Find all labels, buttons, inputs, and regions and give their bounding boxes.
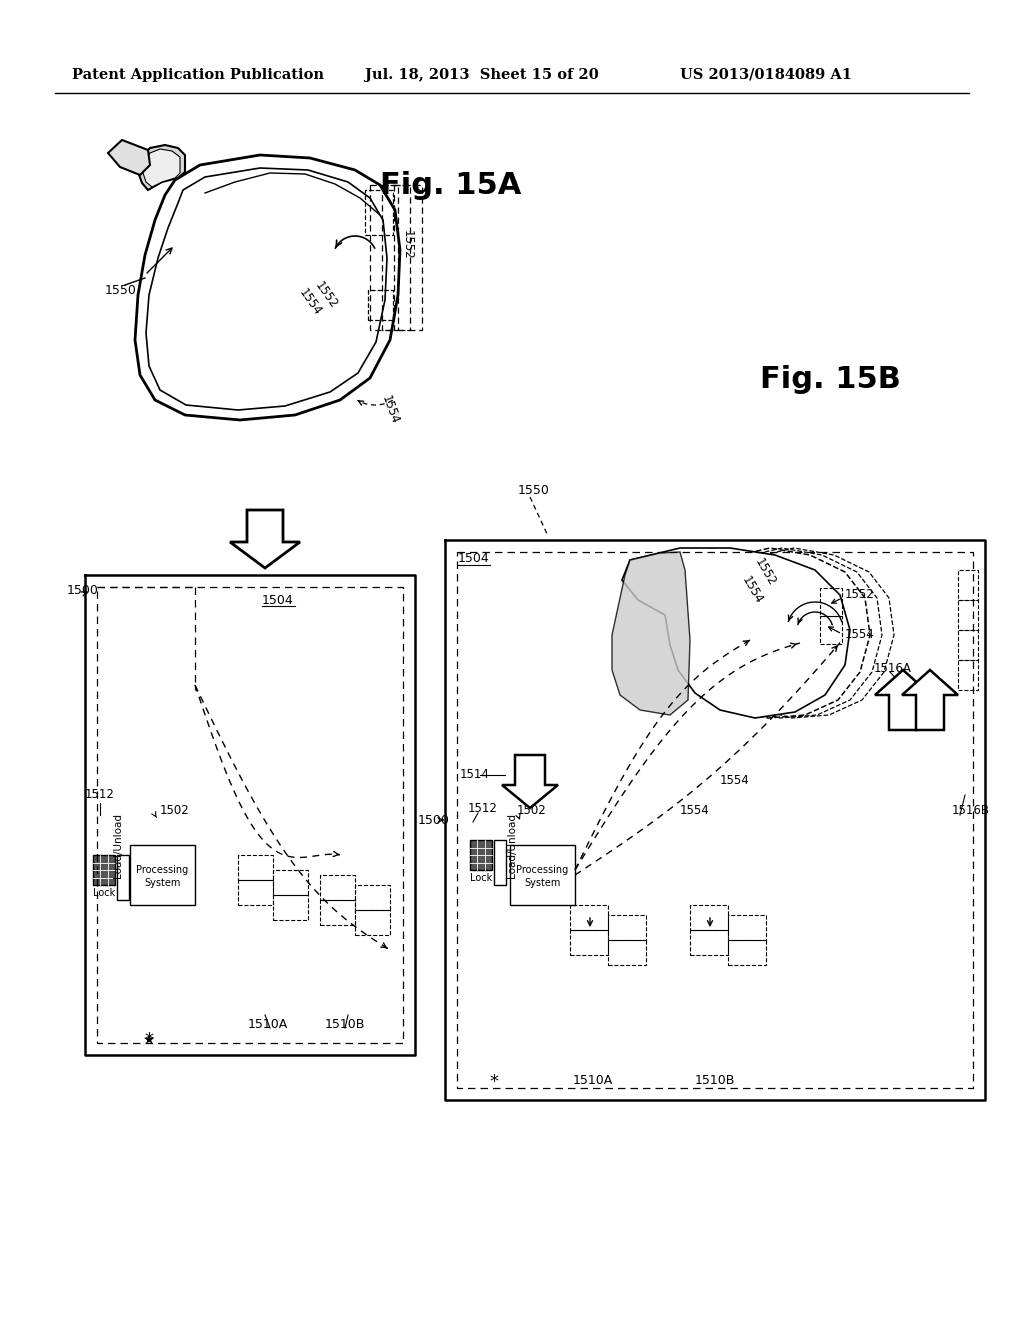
Polygon shape bbox=[108, 140, 150, 176]
Bar bbox=[319, 875, 355, 900]
Text: US 2013/0184089 A1: US 2013/0184089 A1 bbox=[680, 69, 852, 82]
Text: 1512: 1512 bbox=[468, 801, 498, 814]
Bar bbox=[117, 855, 129, 900]
Text: 1502: 1502 bbox=[517, 804, 547, 817]
Text: Fig. 15A: Fig. 15A bbox=[380, 170, 521, 199]
Text: Processing: Processing bbox=[516, 865, 568, 875]
Bar bbox=[238, 880, 273, 906]
Text: *: * bbox=[489, 1073, 499, 1092]
Text: 1552: 1552 bbox=[752, 556, 778, 589]
Text: ★: ★ bbox=[141, 1034, 155, 1047]
Polygon shape bbox=[143, 149, 180, 187]
Bar bbox=[273, 870, 308, 895]
Text: 1510B: 1510B bbox=[695, 1073, 735, 1086]
Text: Lock: Lock bbox=[93, 888, 115, 898]
Text: 1554: 1554 bbox=[845, 628, 874, 642]
Bar bbox=[728, 940, 766, 965]
Text: Lock: Lock bbox=[470, 873, 493, 883]
Text: 1516B: 1516B bbox=[952, 804, 990, 817]
Bar bbox=[690, 906, 728, 931]
Text: Load/Unload: Load/Unload bbox=[507, 813, 517, 878]
Bar bbox=[728, 915, 766, 940]
Text: 1514: 1514 bbox=[460, 768, 489, 781]
Bar bbox=[570, 906, 608, 931]
Text: 1500: 1500 bbox=[418, 813, 450, 826]
Polygon shape bbox=[138, 145, 185, 190]
Text: 1504: 1504 bbox=[458, 552, 489, 565]
Bar bbox=[958, 660, 978, 690]
Text: Fig. 15B: Fig. 15B bbox=[760, 366, 901, 395]
Polygon shape bbox=[502, 755, 558, 808]
Bar bbox=[355, 909, 390, 935]
Bar bbox=[690, 931, 728, 954]
Polygon shape bbox=[230, 510, 300, 568]
Text: System: System bbox=[144, 878, 180, 888]
Polygon shape bbox=[902, 671, 958, 730]
Bar bbox=[365, 190, 393, 235]
Bar bbox=[958, 570, 978, 601]
Text: 1554: 1554 bbox=[296, 286, 324, 318]
Polygon shape bbox=[874, 671, 931, 730]
Bar bbox=[470, 840, 492, 870]
Bar bbox=[319, 900, 355, 925]
Bar bbox=[273, 895, 308, 920]
Text: Jul. 18, 2013  Sheet 15 of 20: Jul. 18, 2013 Sheet 15 of 20 bbox=[365, 69, 599, 82]
Text: System: System bbox=[524, 878, 561, 888]
Bar bbox=[820, 616, 842, 644]
Text: 1510A: 1510A bbox=[248, 1019, 288, 1031]
Bar bbox=[608, 915, 646, 940]
Text: 1510B: 1510B bbox=[325, 1019, 366, 1031]
Text: Patent Application Publication: Patent Application Publication bbox=[72, 69, 324, 82]
Bar bbox=[820, 587, 842, 616]
Text: 1502: 1502 bbox=[160, 804, 189, 817]
Text: *: * bbox=[144, 1031, 154, 1049]
Text: 1554: 1554 bbox=[720, 774, 750, 787]
Bar bbox=[93, 855, 115, 884]
Text: 1512: 1512 bbox=[85, 788, 115, 801]
Text: 1554: 1554 bbox=[379, 393, 401, 426]
Bar bbox=[510, 845, 575, 906]
Text: 1500: 1500 bbox=[67, 583, 99, 597]
Text: 1552: 1552 bbox=[312, 279, 340, 312]
Bar bbox=[608, 940, 646, 965]
Bar bbox=[570, 931, 608, 954]
Bar bbox=[958, 601, 978, 630]
Bar bbox=[130, 845, 195, 906]
Text: Load/Unload: Load/Unload bbox=[113, 813, 123, 878]
Text: 1504: 1504 bbox=[262, 594, 294, 606]
Text: 1550: 1550 bbox=[518, 483, 550, 496]
Bar bbox=[958, 630, 978, 660]
Bar bbox=[368, 290, 393, 319]
Text: 1554: 1554 bbox=[739, 574, 765, 606]
Bar bbox=[355, 884, 390, 909]
Text: 1554: 1554 bbox=[680, 804, 710, 817]
Text: 1552: 1552 bbox=[845, 589, 874, 602]
Text: 1510A: 1510A bbox=[573, 1073, 613, 1086]
Text: Processing: Processing bbox=[136, 865, 188, 875]
Text: 1516A: 1516A bbox=[874, 661, 912, 675]
Polygon shape bbox=[622, 548, 850, 718]
Polygon shape bbox=[612, 552, 690, 715]
Bar bbox=[238, 855, 273, 880]
Text: 1550: 1550 bbox=[105, 284, 137, 297]
Text: 1552: 1552 bbox=[400, 230, 414, 260]
Bar bbox=[494, 840, 506, 884]
